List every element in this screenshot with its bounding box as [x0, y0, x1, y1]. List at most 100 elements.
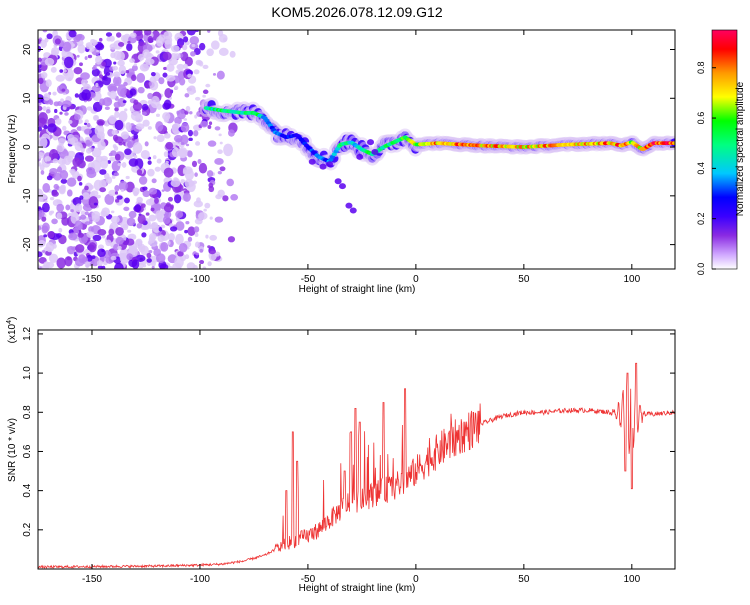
noise-dot: [154, 166, 161, 172]
noise-dot: [38, 57, 42, 62]
y-tick-label: 0.6: [22, 444, 33, 458]
noise-dot: [56, 257, 66, 269]
noise-dot: [173, 134, 183, 143]
noise-dot: [108, 85, 118, 93]
noise-dot: [156, 103, 162, 110]
noise-dot: [50, 66, 57, 73]
noise-dot: [75, 203, 83, 213]
noise-dot: [113, 172, 120, 177]
noise-dot: [135, 254, 146, 262]
noise-dot: [80, 214, 87, 220]
noise-dot: [227, 236, 236, 243]
y-tick-label: 20: [22, 44, 33, 56]
snr-y-label: SNR (10 * v/v): [7, 418, 18, 482]
noise-dot: [156, 158, 162, 164]
noise-dot: [152, 99, 156, 103]
noise-dot: [75, 244, 85, 253]
noise-dot: [157, 234, 165, 243]
spectrogram-frame: [37, 29, 676, 270]
noise-dot: [160, 241, 169, 252]
noise-dot: [108, 115, 117, 125]
noise-dot: [138, 176, 148, 185]
noise-dot: [166, 63, 175, 72]
noise-dot: [79, 62, 83, 67]
noise-dot: [167, 196, 173, 202]
noise-dot: [195, 96, 201, 101]
noise-dot: [113, 145, 119, 151]
noise-dot: [74, 114, 81, 121]
noise-dot: [104, 106, 110, 111]
noise-dot: [185, 220, 190, 225]
noise-dot: [183, 36, 189, 43]
noise-dot: [147, 100, 153, 105]
trail-blob: [326, 161, 334, 168]
spectrogram-noise-field: [38, 30, 239, 269]
x-tick-label: -100: [190, 574, 210, 585]
trail-blob: [319, 163, 327, 170]
colorbar-ticks: 0.0 0.2 0.4 0.6 0.8: [696, 61, 716, 275]
noise-dot: [165, 74, 176, 82]
noise-dot: [203, 208, 207, 212]
y-tick-label: 0.8: [22, 405, 33, 419]
snr-multiplier-base: (x10: [7, 323, 18, 343]
noise-dot: [110, 52, 116, 59]
noise-dot: [124, 148, 132, 156]
noise-dot: [93, 202, 98, 206]
noise-dot: [48, 210, 53, 216]
noise-dot: [42, 106, 47, 112]
noise-dot: [202, 64, 209, 69]
noise-dot: [127, 141, 132, 148]
noise-dot: [132, 102, 143, 112]
noise-dot: [132, 187, 140, 196]
noise-dot: [86, 122, 91, 128]
noise-dot: [138, 243, 146, 253]
noise-dot: [124, 108, 128, 112]
noise-dot: [80, 125, 86, 132]
noise-dot: [44, 200, 48, 203]
noise-dot: [49, 167, 58, 175]
noise-dot: [195, 252, 199, 256]
snr-frame: [37, 329, 676, 570]
noise-dot: [46, 33, 53, 40]
noise-dot: [190, 51, 196, 57]
noise-dot: [155, 210, 163, 220]
noise-dot: [219, 141, 223, 145]
noise-dot: [187, 226, 196, 237]
noise-dot: [109, 156, 116, 162]
y-tick-label: 1.0: [22, 366, 33, 380]
snr-x-axis: -150 -100 -50 0 50 100: [82, 330, 641, 585]
noise-dot: [46, 175, 53, 181]
noise-dot: [120, 131, 129, 140]
noise-dot: [126, 253, 133, 261]
noise-dot: [222, 37, 228, 42]
noise-dot: [175, 233, 184, 245]
x-tick-label: 50: [518, 274, 530, 285]
noise-dot: [121, 162, 127, 168]
noise-dot: [207, 245, 211, 249]
noise-dot: [162, 72, 168, 78]
noise-dot: [226, 178, 234, 187]
noise-dot: [76, 54, 80, 58]
y-tick-label: 0.4: [22, 483, 33, 497]
noise-dot: [122, 100, 127, 104]
noise-dot: [193, 130, 199, 137]
noise-dot: [167, 241, 171, 245]
snr-y-axis: 0.2 0.4 0.6 0.8 1.0 1.2: [22, 327, 675, 537]
noise-dot: [62, 125, 67, 131]
noise-dot: [98, 179, 107, 189]
noise-dot: [79, 136, 83, 141]
noise-dot: [136, 222, 143, 229]
noise-dot: [101, 61, 106, 67]
noise-dot: [172, 262, 182, 269]
noise-dot: [109, 225, 114, 230]
noise-dot: [173, 194, 182, 204]
noise-dot: [128, 158, 139, 167]
noise-dot: [111, 129, 118, 136]
noise-dot: [193, 226, 200, 233]
noise-dot: [115, 32, 122, 38]
noise-dot: [183, 118, 188, 121]
noise-dot: [84, 119, 89, 124]
noise-dot: [40, 39, 47, 48]
noise-dot: [99, 74, 104, 79]
